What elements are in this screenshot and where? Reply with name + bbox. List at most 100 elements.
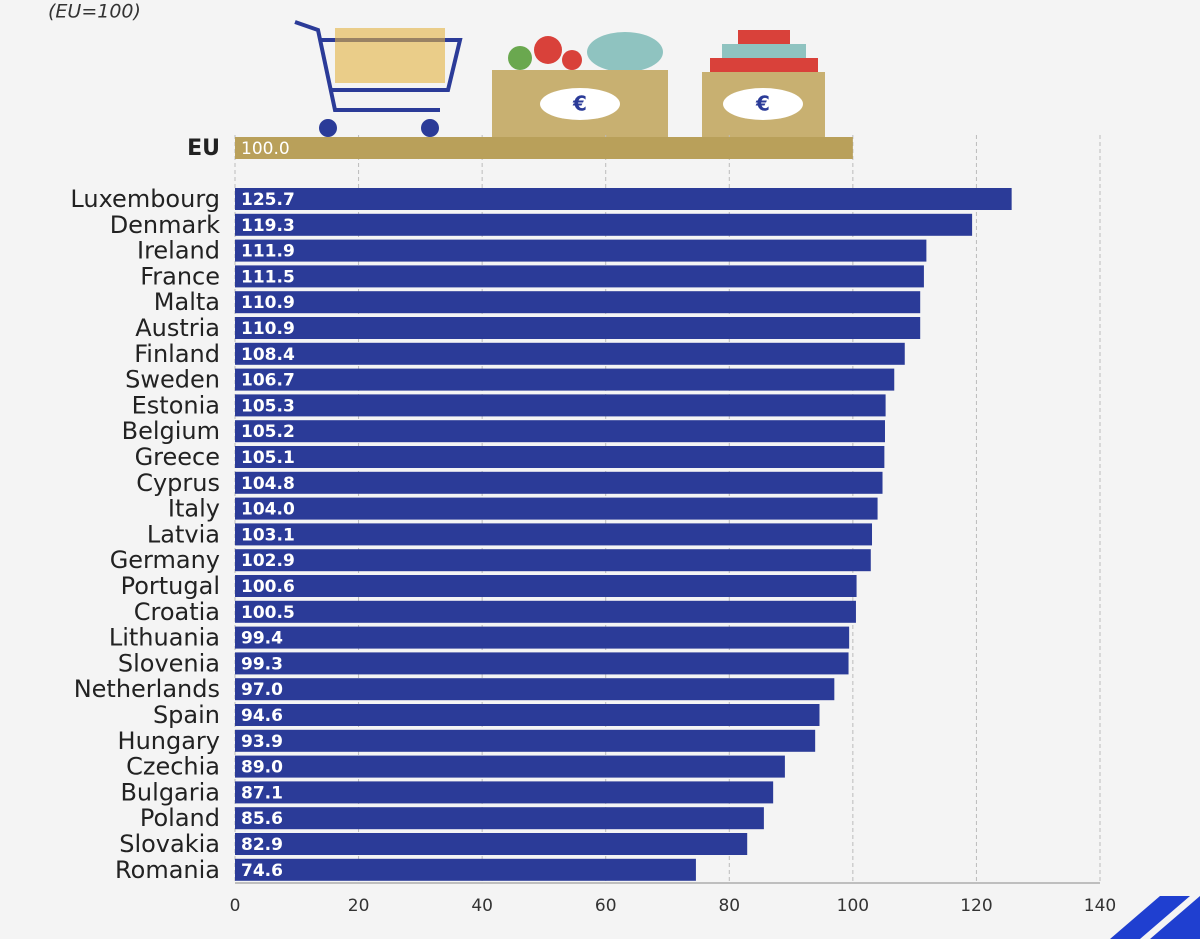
- category-label: Luxembourg: [70, 185, 220, 213]
- value-label: 108.4: [241, 345, 295, 365]
- plot-area: 0 20 40 60 80 100 120 140 100.0 EU 125.7 Luxembourg…: [70, 135, 1116, 916]
- bar: [235, 265, 924, 288]
- value-label: 74.6: [241, 861, 283, 881]
- x-tick-label: 20: [348, 896, 370, 916]
- bar: [235, 704, 820, 726]
- corner-decoration: [1110, 896, 1190, 939]
- value-label: 111.9: [241, 242, 295, 262]
- category-label: Slovakia: [119, 830, 220, 858]
- value-label: 105.1: [241, 448, 295, 468]
- bar: [235, 575, 857, 597]
- bar: [235, 471, 883, 494]
- x-tick-label: 140: [1084, 896, 1116, 916]
- value-label: 82.9: [241, 835, 283, 855]
- value-label: 89.0: [241, 758, 283, 778]
- value-label: 100.0: [241, 139, 290, 159]
- category-label: Latvia: [147, 520, 220, 548]
- value-label: 99.3: [241, 654, 283, 674]
- category-label: Estonia: [132, 391, 220, 419]
- value-label: 94.6: [241, 706, 283, 726]
- value-label: 87.1: [241, 783, 283, 803]
- bar: [235, 446, 885, 468]
- cart-icon: [294, 20, 463, 137]
- x-tick-label: 60: [595, 896, 617, 916]
- can-crate-icon: €: [702, 30, 825, 137]
- bar: [235, 807, 764, 830]
- bar: [235, 729, 816, 752]
- bar: [235, 652, 849, 675]
- category-label: Finland: [134, 340, 220, 368]
- value-label: 103.1: [241, 525, 295, 545]
- value-label: 100.5: [241, 603, 295, 623]
- x-tick-label: 120: [960, 896, 992, 916]
- x-tick-label: 0: [230, 896, 241, 916]
- bar: [235, 239, 927, 262]
- category-label: Sweden: [125, 366, 220, 394]
- value-label: 99.4: [241, 629, 283, 649]
- bar: [235, 420, 885, 443]
- category-label: Ireland: [137, 237, 220, 265]
- category-label: Greece: [135, 443, 220, 471]
- category-label: Romania: [115, 856, 220, 884]
- subtitle: (EU=100): [48, 1, 141, 23]
- bar: [235, 781, 774, 804]
- value-label: 104.8: [241, 474, 295, 494]
- svg-text:€: €: [572, 92, 587, 116]
- value-label: 105.3: [241, 396, 295, 416]
- bar: [235, 858, 696, 881]
- bar: [235, 368, 895, 391]
- category-label: Belgium: [122, 417, 220, 445]
- category-label: Slovenia: [118, 649, 220, 677]
- value-label: 105.2: [241, 422, 295, 442]
- value-label: 104.0: [241, 500, 295, 520]
- category-label: EU: [187, 136, 220, 161]
- value-label: 100.6: [241, 577, 295, 597]
- bar: [235, 755, 785, 778]
- bar: [235, 678, 835, 701]
- value-label: 85.6: [241, 809, 283, 829]
- value-label: 111.5: [241, 267, 295, 287]
- bar: [235, 497, 878, 520]
- bar: [235, 600, 856, 623]
- bar: [235, 833, 748, 855]
- corner-decoration: [1150, 896, 1200, 939]
- category-label: Bulgaria: [120, 778, 220, 806]
- category-label: Croatia: [134, 598, 220, 626]
- category-label: France: [140, 262, 220, 290]
- category-label: Spain: [153, 701, 220, 729]
- value-label: 97.0: [241, 680, 283, 700]
- category-label: Czechia: [126, 753, 220, 781]
- bar: [235, 523, 873, 546]
- category-label: Denmark: [110, 211, 220, 239]
- bar: [235, 394, 886, 417]
- svg-text:€: €: [755, 92, 770, 116]
- bar: [235, 342, 905, 365]
- category-label: Netherlands: [74, 675, 220, 703]
- category-label: Italy: [168, 495, 220, 523]
- fruit-crate-icon: €: [492, 32, 668, 137]
- category-label: Austria: [135, 314, 220, 342]
- bar: [235, 291, 921, 314]
- category-label: Hungary: [118, 727, 220, 755]
- category-label: Malta: [154, 288, 220, 316]
- value-label: 119.3: [241, 216, 295, 236]
- bar: [235, 549, 871, 572]
- bar: [235, 626, 850, 649]
- value-label: 106.7: [241, 371, 295, 391]
- category-label: Germany: [110, 546, 220, 574]
- x-tick-label: 40: [471, 896, 493, 916]
- category-label: Poland: [140, 804, 220, 832]
- category-label: Lithuania: [109, 624, 220, 652]
- value-label: 110.9: [241, 293, 295, 313]
- bar: [235, 213, 973, 236]
- value-label: 110.9: [241, 319, 295, 339]
- value-label: 102.9: [241, 551, 295, 571]
- bar: [235, 317, 921, 339]
- value-label: 93.9: [241, 732, 283, 752]
- value-label: 125.7: [241, 190, 295, 210]
- category-label: Cyprus: [136, 469, 220, 497]
- x-tick-label: 80: [718, 896, 740, 916]
- bar: [235, 188, 1012, 210]
- bar: [235, 137, 853, 159]
